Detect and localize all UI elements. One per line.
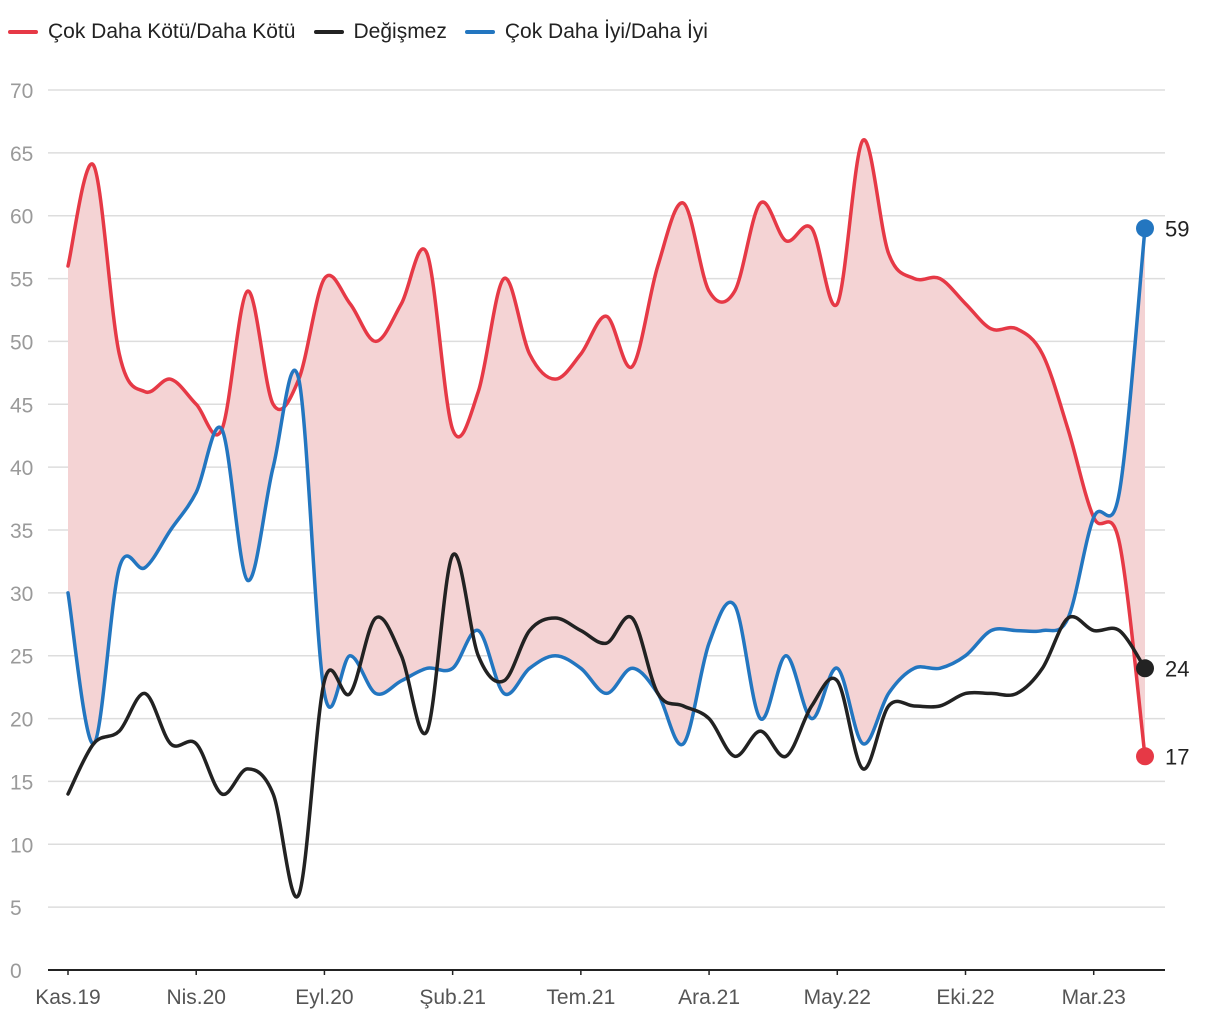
end-label-better: 59 xyxy=(1165,216,1189,241)
shaded-band xyxy=(68,139,1145,757)
series-line-better xyxy=(66,226,1147,747)
legend-swatch-worse xyxy=(8,30,38,34)
legend-label-worse: Çok Daha Kötü/Daha Kötü xyxy=(48,20,296,43)
y-tick-label: 0 xyxy=(10,960,22,983)
legend-label-better: Çok Daha İyi/Daha İyi xyxy=(504,20,708,43)
legend-swatch-better xyxy=(464,30,495,34)
series-line-worse xyxy=(66,138,1147,759)
end-point-worse xyxy=(1136,747,1154,766)
series-line-unchanged xyxy=(66,552,1147,899)
y-tick-label: 65 xyxy=(10,143,33,166)
y-tick-label: 40 xyxy=(10,457,33,480)
end-label-worse: 17 xyxy=(1165,744,1189,769)
y-tick-label: 20 xyxy=(10,709,33,732)
x-tick-label: Ara.21 xyxy=(678,986,740,1009)
end-point-better xyxy=(1136,219,1154,238)
legend-label-unchanged: Değişmez xyxy=(353,20,447,43)
y-tick-label: 10 xyxy=(10,834,33,857)
y-tick-label: 30 xyxy=(10,583,33,606)
legend-swatch-unchanged xyxy=(313,30,344,34)
y-tick-label: 55 xyxy=(10,269,33,292)
end-point-unchanged xyxy=(1136,659,1154,678)
legend-item-better: Çok Daha İyi/Daha İyi xyxy=(464,20,708,44)
end-label-unchanged: 24 xyxy=(1165,656,1189,681)
x-tick-label: Şub.21 xyxy=(419,986,486,1009)
legend-item-unchanged: Değişmez xyxy=(313,20,447,44)
y-tick-label: 70 xyxy=(10,80,33,103)
x-tick-label: Kas.19 xyxy=(35,986,100,1009)
x-tick-label: Eyl.20 xyxy=(295,986,353,1009)
y-tick-label: 25 xyxy=(10,646,33,669)
y-tick-label: 35 xyxy=(10,520,33,543)
x-tick-label: Nis.20 xyxy=(166,986,226,1009)
x-tick-label: Tem.21 xyxy=(546,986,615,1009)
x-tick-label: May.22 xyxy=(804,986,871,1009)
x-tick-label: Eki.22 xyxy=(936,986,994,1009)
y-tick-label: 50 xyxy=(10,331,33,354)
legend: Çok Daha Kötü/Daha Kötü Değişmez Çok Dah… xyxy=(8,14,708,50)
y-tick-label: 45 xyxy=(10,394,33,417)
y-tick-label: 15 xyxy=(10,771,33,794)
legend-item-worse: Çok Daha Kötü/Daha Kötü xyxy=(8,20,296,44)
x-tick-label: Mar.23 xyxy=(1062,986,1126,1009)
y-tick-label: 60 xyxy=(10,206,33,229)
y-tick-label: 5 xyxy=(10,897,22,920)
